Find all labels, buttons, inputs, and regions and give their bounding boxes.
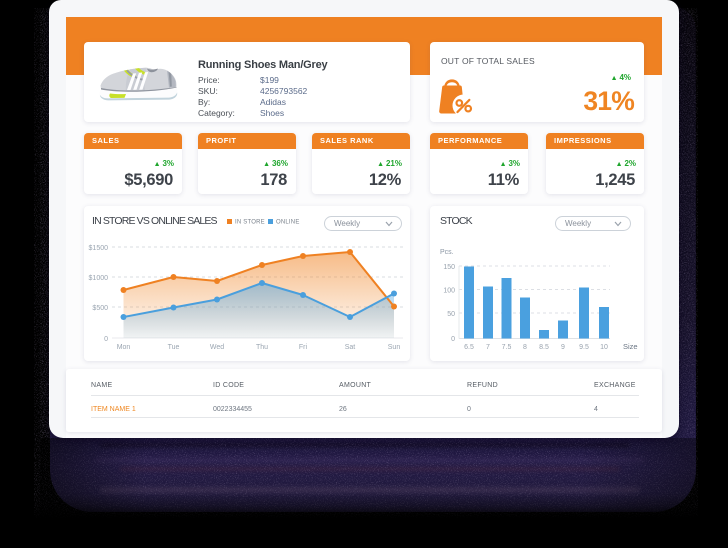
svg-text:8: 8 (523, 344, 527, 351)
svg-text:8.5: 8.5 (539, 344, 549, 351)
svg-text:$1500: $1500 (89, 245, 109, 252)
svg-text:Fri: Fri (299, 344, 308, 351)
svg-text:0: 0 (451, 336, 455, 343)
svg-text:10: 10 (600, 344, 608, 351)
svg-text:$500: $500 (92, 305, 108, 312)
svg-text:Mon: Mon (117, 344, 131, 351)
svg-text:50: 50 (447, 311, 455, 318)
svg-text:9: 9 (561, 344, 565, 351)
svg-text:Thu: Thu (256, 344, 268, 351)
svg-text:0: 0 (104, 336, 108, 343)
svg-text:9.5: 9.5 (579, 344, 589, 351)
svg-text:100: 100 (443, 288, 455, 295)
svg-text:7.5: 7.5 (502, 344, 512, 351)
svg-text:Sat: Sat (345, 344, 356, 351)
svg-text:Pcs.: Pcs. (440, 249, 454, 256)
svg-text:$1000: $1000 (89, 275, 109, 282)
svg-text:Wed: Wed (210, 344, 224, 351)
svg-text:7: 7 (486, 344, 490, 351)
svg-text:Size: Size (623, 342, 638, 351)
svg-text:6.5: 6.5 (464, 344, 474, 351)
svg-text:150: 150 (443, 264, 455, 271)
svg-text:Sun: Sun (388, 344, 401, 351)
svg-text:Tue: Tue (168, 344, 180, 351)
